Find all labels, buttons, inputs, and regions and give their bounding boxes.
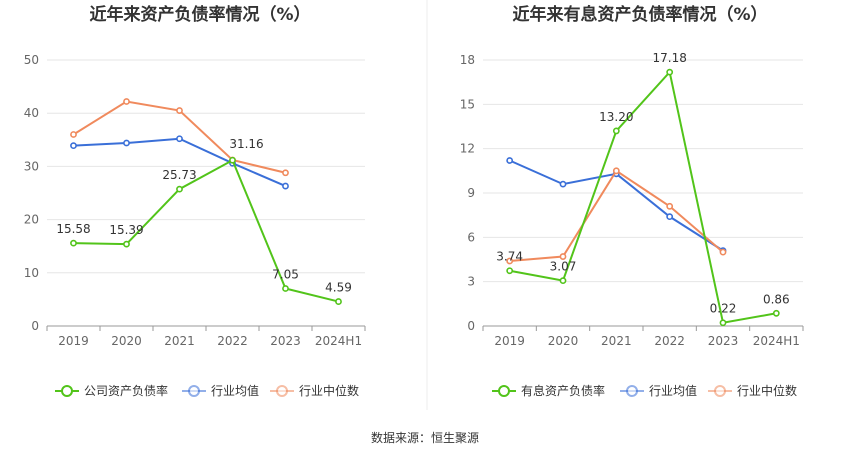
data-label: 13.20: [599, 110, 633, 124]
legend-marker: [188, 385, 200, 397]
y-tick-label: 40: [24, 106, 39, 120]
legend-item: 公司资产负债率: [55, 383, 168, 398]
data-point: [666, 68, 674, 76]
data-point: [123, 139, 130, 147]
x-tick-label: 2024H1: [753, 334, 800, 348]
x-tick-label: 2023: [708, 334, 739, 348]
x-tick-label: 2024H1: [315, 334, 362, 348]
x-tick-label: 2020: [111, 334, 142, 348]
x-tick-label: 2022: [217, 334, 248, 348]
data-point: [70, 131, 77, 138]
y-tick-label: 12: [460, 142, 475, 156]
data-point: [282, 182, 289, 190]
x-tick-label: 2019: [494, 334, 525, 348]
legend-item: 行业中位数: [270, 383, 359, 398]
legend-label: 有息资产负债率: [521, 383, 605, 398]
data-point: [719, 248, 727, 256]
y-tick-label: 0: [467, 319, 475, 333]
data-label: 25.73: [162, 168, 196, 182]
data-label: 0.22: [710, 302, 737, 316]
y-tick-label: 20: [24, 213, 39, 227]
series-line: [509, 169, 724, 262]
data-point: [559, 253, 567, 260]
legend-item: 行业中位数: [708, 383, 797, 398]
series-line: [509, 69, 777, 324]
legend-label: 行业均值: [649, 383, 697, 398]
data-point: [719, 319, 727, 327]
data-label: 3.74: [496, 250, 523, 264]
data-point: [612, 127, 620, 135]
data-label: 15.39: [109, 223, 143, 237]
data-point: [282, 285, 289, 292]
x-tick-label: 2022: [654, 334, 685, 348]
x-tick-label: 2020: [548, 334, 579, 348]
x-tick-label: 2021: [601, 334, 632, 348]
y-tick-label: 9: [467, 186, 475, 200]
data-point: [559, 277, 567, 285]
data-point: [506, 157, 514, 164]
legend-marker: [714, 385, 726, 397]
data-point: [123, 98, 130, 105]
source-label: 数据来源：恒生聚源: [371, 430, 479, 445]
data-point: [506, 267, 514, 275]
chart-title: 近年来有息资产负债率情况（%）: [512, 4, 767, 25]
data-point: [70, 142, 77, 150]
y-tick-label: 50: [24, 53, 39, 67]
x-tick-label: 2023: [270, 334, 301, 348]
y-tick-label: 3: [467, 275, 475, 289]
legend-label: 公司资产负债率: [84, 383, 168, 398]
legend-marker: [61, 385, 73, 397]
y-tick-label: 15: [460, 97, 475, 111]
data-point: [335, 298, 342, 305]
data-point: [176, 185, 183, 193]
x-tick-label: 2021: [164, 334, 195, 348]
legend-marker: [276, 385, 288, 397]
y-tick-label: 0: [31, 319, 39, 333]
legend-label: 行业中位数: [299, 383, 359, 398]
data-point: [70, 239, 77, 247]
data-point: [229, 156, 236, 164]
data-point: [559, 180, 567, 188]
data-point: [123, 240, 130, 248]
legend-label: 行业中位数: [737, 383, 797, 398]
data-point: [176, 107, 183, 114]
data-point: [772, 309, 780, 317]
data-label: 7.05: [272, 267, 299, 281]
legend-marker: [498, 385, 510, 397]
legend-label: 行业均值: [211, 383, 259, 398]
legend-item: 有息资产负债率: [492, 383, 605, 398]
data-point: [612, 167, 620, 175]
data-label: 15.58: [56, 222, 90, 236]
data-label: 0.86: [763, 292, 790, 306]
data-point: [176, 135, 183, 143]
data-label: 4.59: [325, 281, 352, 295]
data-point: [666, 213, 674, 221]
data-label: 17.18: [652, 51, 686, 65]
chart-1: 近年来资产负债率情况（%） 0 10 20 30 40 50 2019 2020 2021 2022…: [24, 4, 366, 398]
y-tick-label: 10: [24, 266, 39, 280]
series-line: [73, 158, 339, 303]
legend-marker: [626, 385, 638, 397]
y-tick-label: 18: [460, 53, 475, 67]
data-point: [666, 202, 674, 210]
legend-item: 行业均值: [182, 383, 259, 398]
y-tick-label: 30: [24, 159, 39, 173]
chart-title: 近年来资产负债率情况（%）: [89, 4, 310, 25]
data-label: 3.07: [550, 260, 577, 274]
data-point: [506, 257, 514, 265]
chart-2: 近年来有息资产负债率情况（%） 0 3 6 9 12 15 18 2019 2020 2021 202…: [460, 4, 804, 398]
data-point: [282, 169, 289, 177]
x-tick-label: 2019: [58, 334, 89, 348]
legend-item: 行业均值: [620, 383, 697, 398]
data-label: 31.16: [229, 137, 263, 151]
y-tick-label: 6: [467, 230, 475, 244]
